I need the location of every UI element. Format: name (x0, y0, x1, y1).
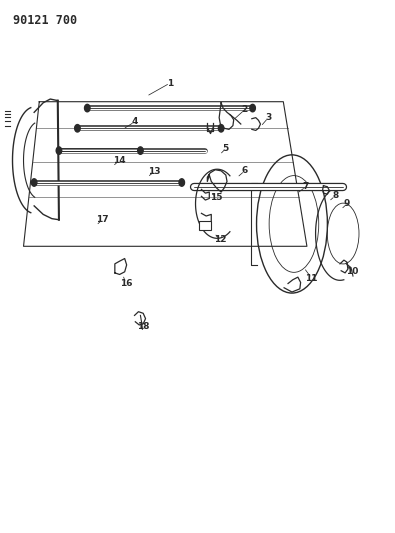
Text: 5: 5 (223, 144, 229, 153)
FancyBboxPatch shape (199, 221, 211, 230)
Circle shape (138, 147, 143, 155)
Text: 3: 3 (265, 113, 271, 122)
Text: 8: 8 (332, 191, 339, 200)
Text: 10: 10 (346, 268, 358, 276)
Text: 4: 4 (131, 117, 138, 126)
Text: 7: 7 (303, 182, 309, 191)
Text: 6: 6 (242, 166, 248, 175)
Text: 12: 12 (214, 236, 227, 245)
Circle shape (250, 104, 255, 112)
Text: 11: 11 (305, 273, 318, 282)
Text: 1: 1 (167, 78, 173, 87)
Text: 16: 16 (120, 279, 132, 288)
Text: 15: 15 (210, 193, 223, 202)
Text: 17: 17 (96, 215, 109, 224)
Text: 14: 14 (113, 156, 126, 165)
Text: 18: 18 (137, 321, 149, 330)
Circle shape (31, 179, 37, 186)
Text: 13: 13 (148, 167, 160, 176)
Text: 9: 9 (344, 199, 350, 208)
Circle shape (75, 125, 80, 132)
Text: 90121 700: 90121 700 (13, 14, 77, 27)
Circle shape (56, 147, 62, 155)
Circle shape (218, 125, 224, 132)
Circle shape (179, 179, 184, 186)
Circle shape (85, 104, 90, 112)
Text: 2: 2 (242, 105, 248, 114)
